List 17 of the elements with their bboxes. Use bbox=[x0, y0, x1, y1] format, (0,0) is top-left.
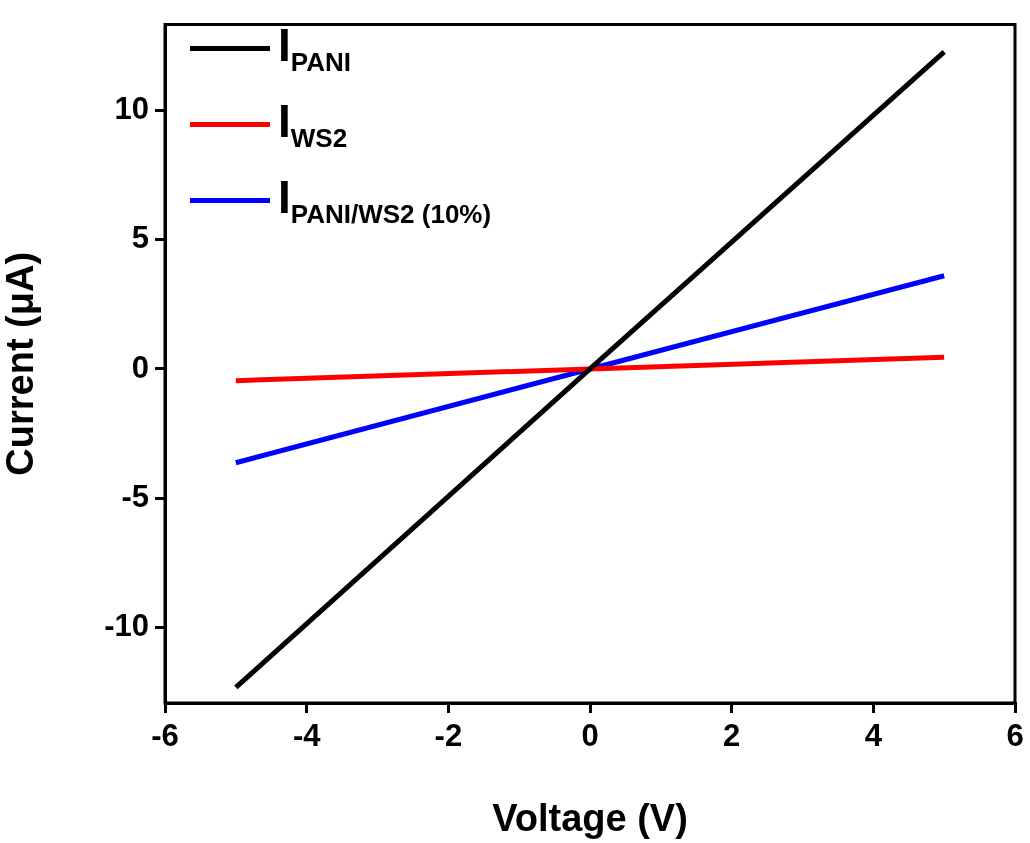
legend-label: I$_{PANI/WS2 (10%)}$ bbox=[278, 169, 492, 231]
y-tick-label: 10 bbox=[114, 90, 149, 126]
x-tick-label: -4 bbox=[292, 718, 322, 754]
x-tick-label: 0 bbox=[581, 718, 599, 754]
x-axis-title: Voltage (V) bbox=[492, 796, 688, 839]
x-tick-label: 2 bbox=[723, 718, 741, 754]
y-tick-label: -5 bbox=[121, 478, 149, 514]
y-tick-label: -10 bbox=[104, 608, 149, 644]
y-tick-label: 5 bbox=[131, 220, 149, 256]
x-tick-label: -6 bbox=[151, 718, 179, 754]
legend-label: I$_{WS2}$ bbox=[278, 93, 348, 155]
x-tick-label: 6 bbox=[1006, 718, 1024, 754]
y-tick-label: 0 bbox=[131, 349, 149, 385]
y-axis-title: Current (μA) bbox=[0, 251, 42, 476]
x-tick-label: -2 bbox=[434, 718, 463, 754]
x-tick-label: 4 bbox=[864, 718, 883, 754]
legend-label: I$_{PANI}$ bbox=[278, 17, 351, 79]
